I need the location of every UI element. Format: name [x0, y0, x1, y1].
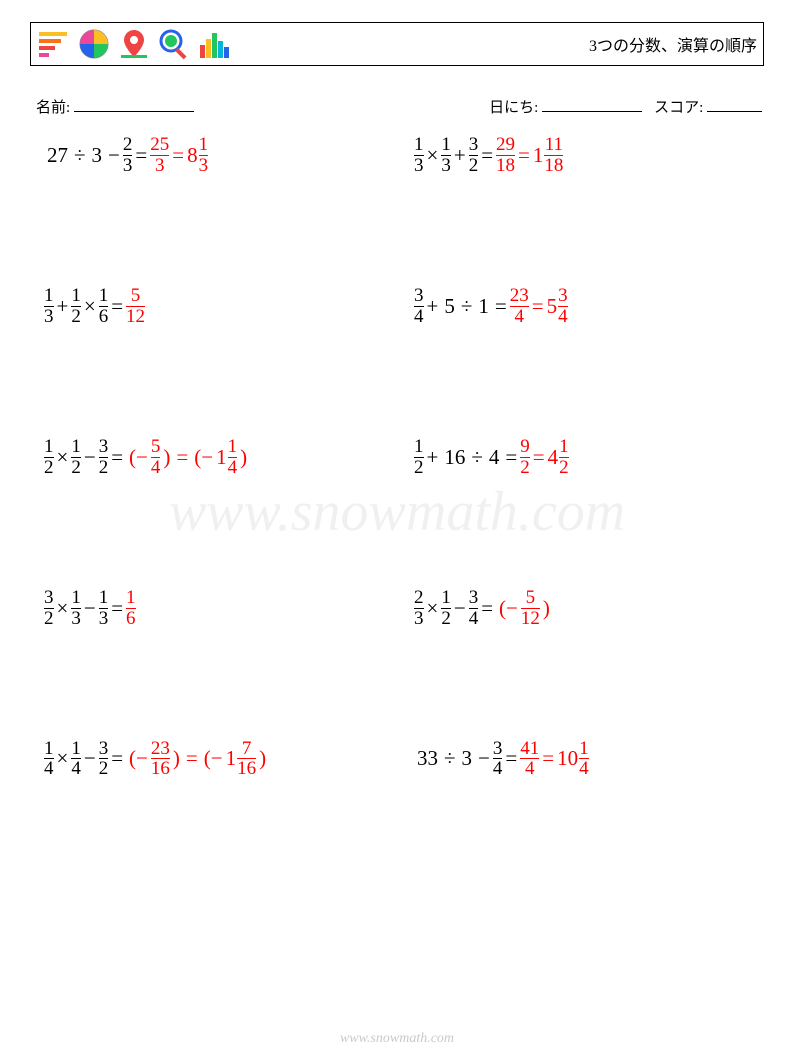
- problem-row: 32 × 13 − 13 = 1623 × 12 − 34 = (−512): [36, 588, 776, 629]
- equation: 33 ÷ 3 − 34 = 414 = 1014: [414, 739, 776, 780]
- score-blank: [707, 111, 762, 112]
- pie-icon: [77, 27, 111, 61]
- problem-cell: 14 × 14 − 32 = (−2316) = (−1716): [36, 739, 406, 780]
- answer: 512: [126, 286, 145, 327]
- problem-cell: 12 + 16 ÷ 4 = 92 = 412: [406, 437, 776, 478]
- problem-cell: 27 ÷ 3 − 23 = 253 = 813: [36, 135, 406, 176]
- problem-cell: 12 × 12 − 32 = (−54) = (−114): [36, 437, 406, 478]
- problem-cell: 13 + 12 × 16 = 512: [36, 286, 406, 327]
- equation: 13 × 13 + 32 = 2918 = 11118: [414, 135, 776, 176]
- answer: 16: [126, 588, 136, 629]
- problem-cell: 34 + 5 ÷ 1 = 234 = 534: [406, 286, 776, 327]
- problem-cell: 33 ÷ 3 − 34 = 414 = 1014: [406, 739, 776, 780]
- date-field: 日にち:: [489, 96, 642, 117]
- equation: 12 × 12 − 32 = (−54) = (−114): [44, 437, 406, 478]
- header-box: 3つの分数、演算の順序: [30, 22, 764, 66]
- problem-row: 12 × 12 − 32 = (−54) = (−114)12 + 16 ÷ 4…: [36, 437, 776, 478]
- answer: (−2316) = (−1716): [126, 739, 269, 780]
- logo-group: [37, 27, 231, 61]
- answer: 2918 = 11118: [496, 135, 563, 176]
- meta-row: 名前: 日にち: スコア:: [36, 96, 762, 117]
- date-blank: [542, 111, 642, 112]
- problem-row: 13 + 12 × 16 = 51234 + 5 ÷ 1 = 234 = 534: [36, 286, 776, 327]
- score-label: スコア:: [654, 100, 703, 116]
- answer: (−512): [496, 588, 553, 629]
- name-label: 名前:: [36, 100, 70, 116]
- page-title: 3つの分数、演算の順序: [589, 32, 757, 56]
- answer: 253 = 813: [150, 135, 208, 176]
- pin-icon: [117, 27, 151, 61]
- name-field: 名前:: [36, 96, 489, 117]
- equation: 27 ÷ 3 − 23 = 253 = 813: [44, 135, 406, 176]
- magnifier-icon: [157, 27, 191, 61]
- problem-row: 14 × 14 − 32 = (−2316) = (−1716)33 ÷ 3 −…: [36, 739, 776, 780]
- problem-cell: 32 × 13 − 13 = 16: [36, 588, 406, 629]
- problems-area: 27 ÷ 3 − 23 = 253 = 81313 × 13 + 32 = 29…: [36, 135, 776, 889]
- equation: 34 + 5 ÷ 1 = 234 = 534: [414, 286, 776, 327]
- equation: 12 + 16 ÷ 4 = 92 = 412: [414, 437, 776, 478]
- date-label: 日にち:: [489, 100, 538, 116]
- answer: (−54) = (−114): [126, 437, 250, 478]
- footer-watermark: www.snowmath.com: [0, 1031, 794, 1047]
- problem-cell: 23 × 12 − 34 = (−512): [406, 588, 776, 629]
- score-field: スコア:: [654, 96, 762, 117]
- problem-row: 27 ÷ 3 − 23 = 253 = 81313 × 13 + 32 = 29…: [36, 135, 776, 176]
- equation: 14 × 14 − 32 = (−2316) = (−1716): [44, 739, 406, 780]
- problem-cell: 13 × 13 + 32 = 2918 = 11118: [406, 135, 776, 176]
- equation: 32 × 13 − 13 = 16: [44, 588, 406, 629]
- answer: 414 = 1014: [520, 739, 588, 780]
- name-blank: [74, 111, 194, 112]
- hbar-icon: [37, 27, 71, 61]
- equation: 23 × 12 − 34 = (−512): [414, 588, 776, 629]
- equation: 13 + 12 × 16 = 512: [44, 286, 406, 327]
- answer: 92 = 412: [520, 437, 568, 478]
- answer: 234 = 534: [510, 286, 568, 327]
- barchart-icon: [197, 27, 231, 61]
